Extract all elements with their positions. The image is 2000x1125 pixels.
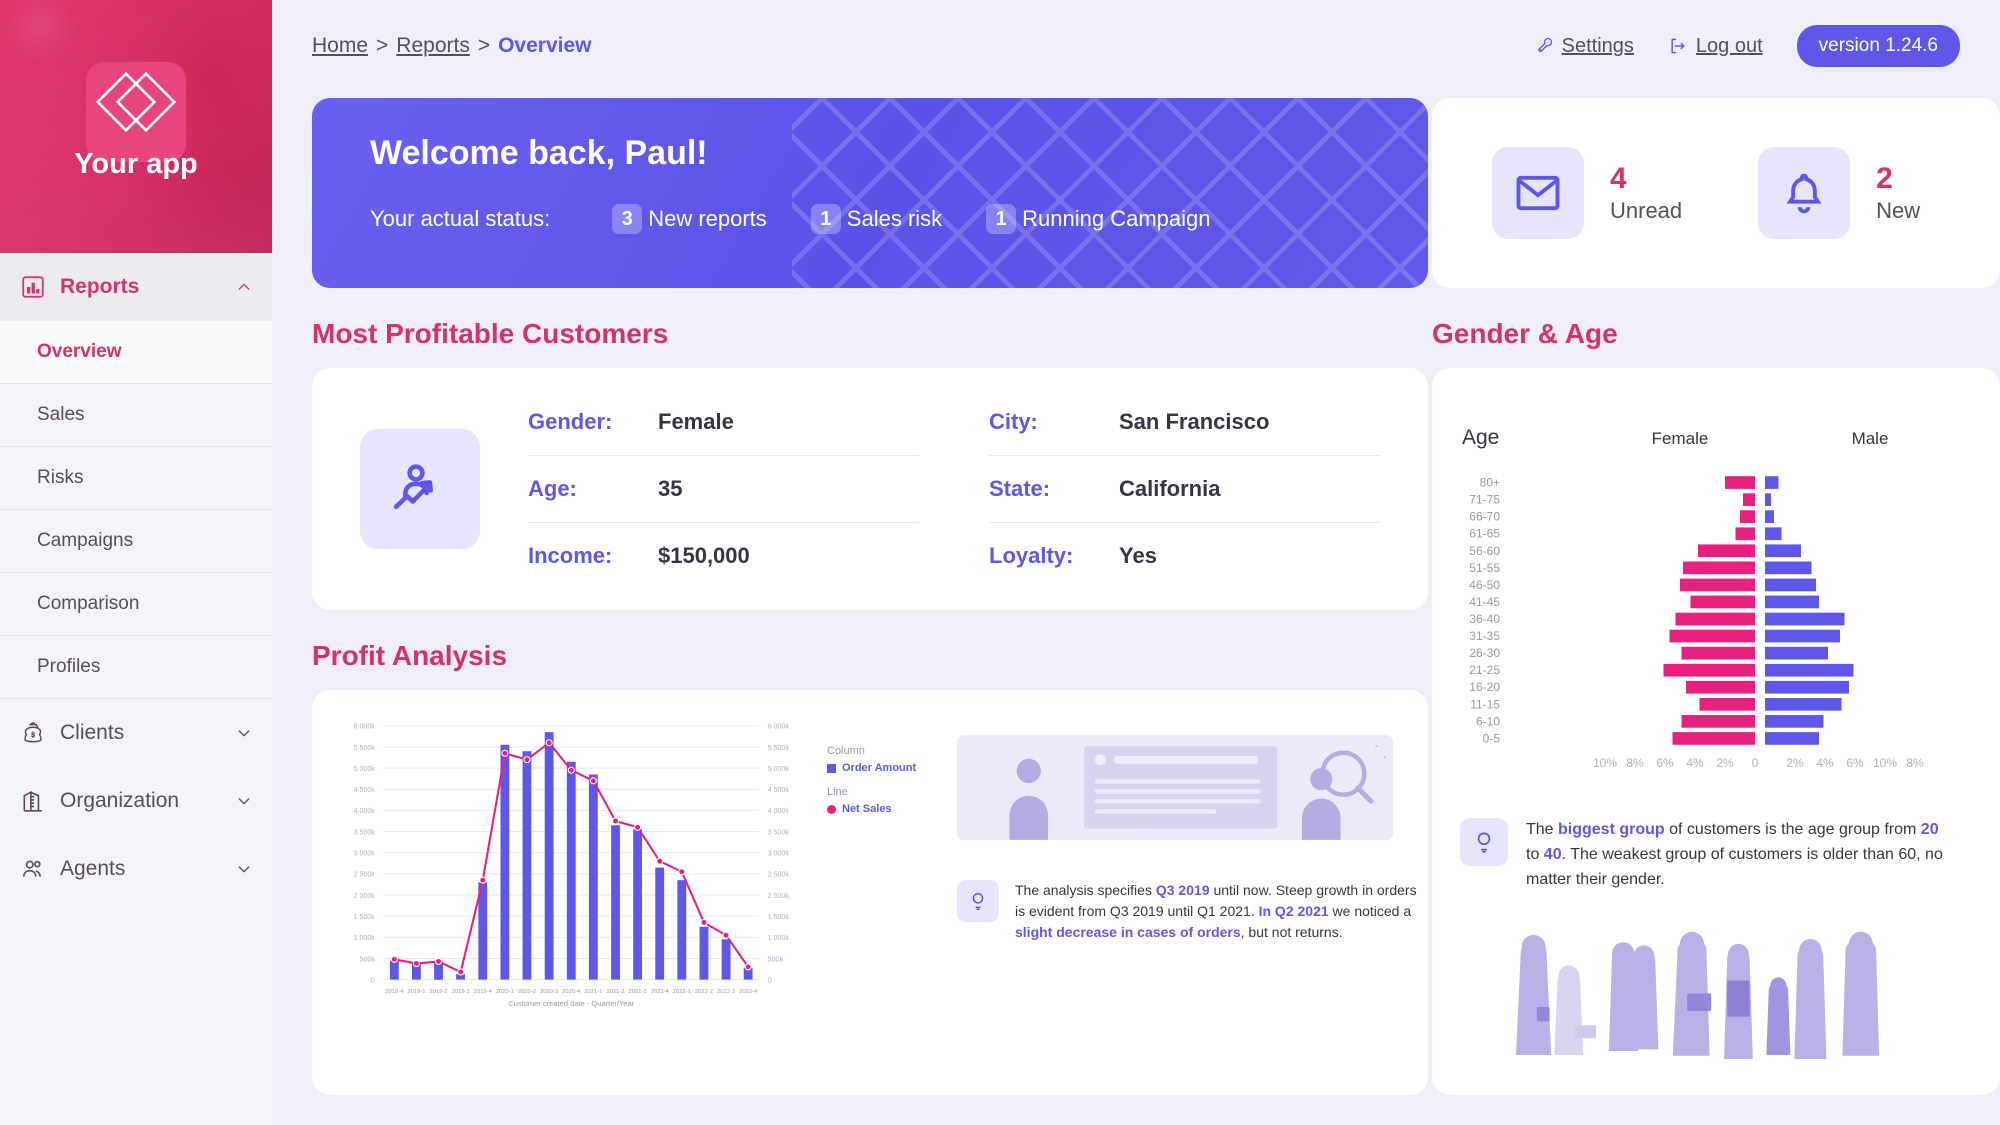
svg-text:2 500k: 2 500k (354, 872, 376, 879)
svg-text:3 500k: 3 500k (354, 829, 376, 836)
svg-text:2020-3: 2020-3 (540, 989, 558, 995)
svg-text:2%: 2% (1786, 756, 1804, 770)
svg-text:0: 0 (1752, 756, 1759, 770)
svg-text:Age: Age (1462, 426, 1499, 449)
svg-text:66-70: 66-70 (1469, 510, 1500, 524)
svg-text:500k: 500k (359, 956, 375, 963)
svg-text:10%: 10% (1593, 756, 1617, 770)
svg-text:2020-2: 2020-2 (518, 989, 536, 995)
svg-text:4%: 4% (1686, 756, 1704, 770)
svg-text:2022-1: 2022-1 (673, 989, 691, 995)
svg-text:4 500k: 4 500k (354, 787, 376, 794)
svg-text:6 000k: 6 000k (354, 724, 376, 731)
svg-text:46-50: 46-50 (1469, 578, 1500, 592)
svg-text:5 500k: 5 500k (768, 745, 790, 752)
svg-text:2 000k: 2 000k (768, 893, 790, 900)
svg-text:71-75: 71-75 (1469, 493, 1500, 507)
svg-text:2022-4: 2022-4 (739, 989, 758, 995)
svg-text:4 000k: 4 000k (768, 808, 790, 815)
svg-text:4%: 4% (1816, 756, 1834, 770)
svg-text:56-60: 56-60 (1469, 544, 1500, 558)
svg-text:2021-2: 2021-2 (606, 989, 624, 995)
svg-text:3 500k: 3 500k (768, 829, 790, 836)
svg-text:2019-1: 2019-1 (407, 989, 425, 995)
svg-text:500k: 500k (768, 956, 784, 963)
svg-text:5 000k: 5 000k (768, 766, 790, 773)
svg-text:Customer created date - Quarte: Customer created date - Quarter/Year (508, 999, 634, 1008)
svg-text:6%: 6% (1846, 756, 1864, 770)
svg-text:5 000k: 5 000k (354, 766, 376, 773)
svg-text:2020-4: 2020-4 (562, 989, 581, 995)
svg-text:36-40: 36-40 (1469, 612, 1500, 626)
svg-text:16-20: 16-20 (1469, 680, 1500, 694)
svg-text:1 000k: 1 000k (354, 935, 376, 942)
svg-text:21-25: 21-25 (1469, 663, 1500, 677)
svg-text:2 000k: 2 000k (354, 893, 376, 900)
svg-text:2%: 2% (1716, 756, 1734, 770)
svg-text:31-35: 31-35 (1469, 629, 1500, 643)
svg-text:8%: 8% (1626, 756, 1644, 770)
svg-text:1 500k: 1 500k (768, 914, 790, 921)
svg-text:0: 0 (768, 977, 772, 984)
svg-text:2018-4: 2018-4 (385, 989, 404, 995)
svg-text:3 000k: 3 000k (354, 851, 376, 858)
svg-text:0-5: 0-5 (1483, 731, 1501, 745)
svg-text:61-65: 61-65 (1469, 527, 1500, 541)
svg-text:10%: 10% (1873, 756, 1897, 770)
svg-text:5 500k: 5 500k (354, 745, 376, 752)
svg-text:2022-3: 2022-3 (717, 989, 735, 995)
svg-text:1 000k: 1 000k (768, 935, 790, 942)
svg-text:1 500k: 1 500k (354, 914, 376, 921)
svg-text:41-45: 41-45 (1469, 595, 1500, 609)
svg-text:2021-1: 2021-1 (584, 989, 602, 995)
svg-text:51-55: 51-55 (1469, 561, 1500, 575)
svg-text:8%: 8% (1906, 756, 1924, 770)
svg-text:Male: Male (1852, 429, 1889, 448)
svg-text:2019-2: 2019-2 (429, 989, 447, 995)
svg-text:0: 0 (371, 977, 375, 984)
svg-text:Female: Female (1652, 429, 1709, 448)
svg-text:6%: 6% (1656, 756, 1674, 770)
svg-text:2 500k: 2 500k (768, 872, 790, 879)
svg-text:80+: 80+ (1480, 476, 1500, 490)
svg-text:2019-3: 2019-3 (452, 989, 470, 995)
svg-text:2020-1: 2020-1 (496, 989, 514, 995)
svg-text:11-15: 11-15 (1470, 697, 1500, 711)
svg-text:2021-4: 2021-4 (651, 989, 670, 995)
svg-text:3 000k: 3 000k (768, 851, 790, 858)
svg-text:4 500k: 4 500k (768, 787, 790, 794)
svg-text:26-30: 26-30 (1469, 646, 1500, 660)
svg-text:6 000k: 6 000k (768, 724, 790, 731)
svg-text:4 000k: 4 000k (354, 808, 376, 815)
svg-text:2021-3: 2021-3 (629, 989, 647, 995)
svg-text:6-10: 6-10 (1476, 714, 1500, 728)
svg-text:2022-2: 2022-2 (695, 989, 713, 995)
svg-text:2019-4: 2019-4 (474, 989, 493, 995)
